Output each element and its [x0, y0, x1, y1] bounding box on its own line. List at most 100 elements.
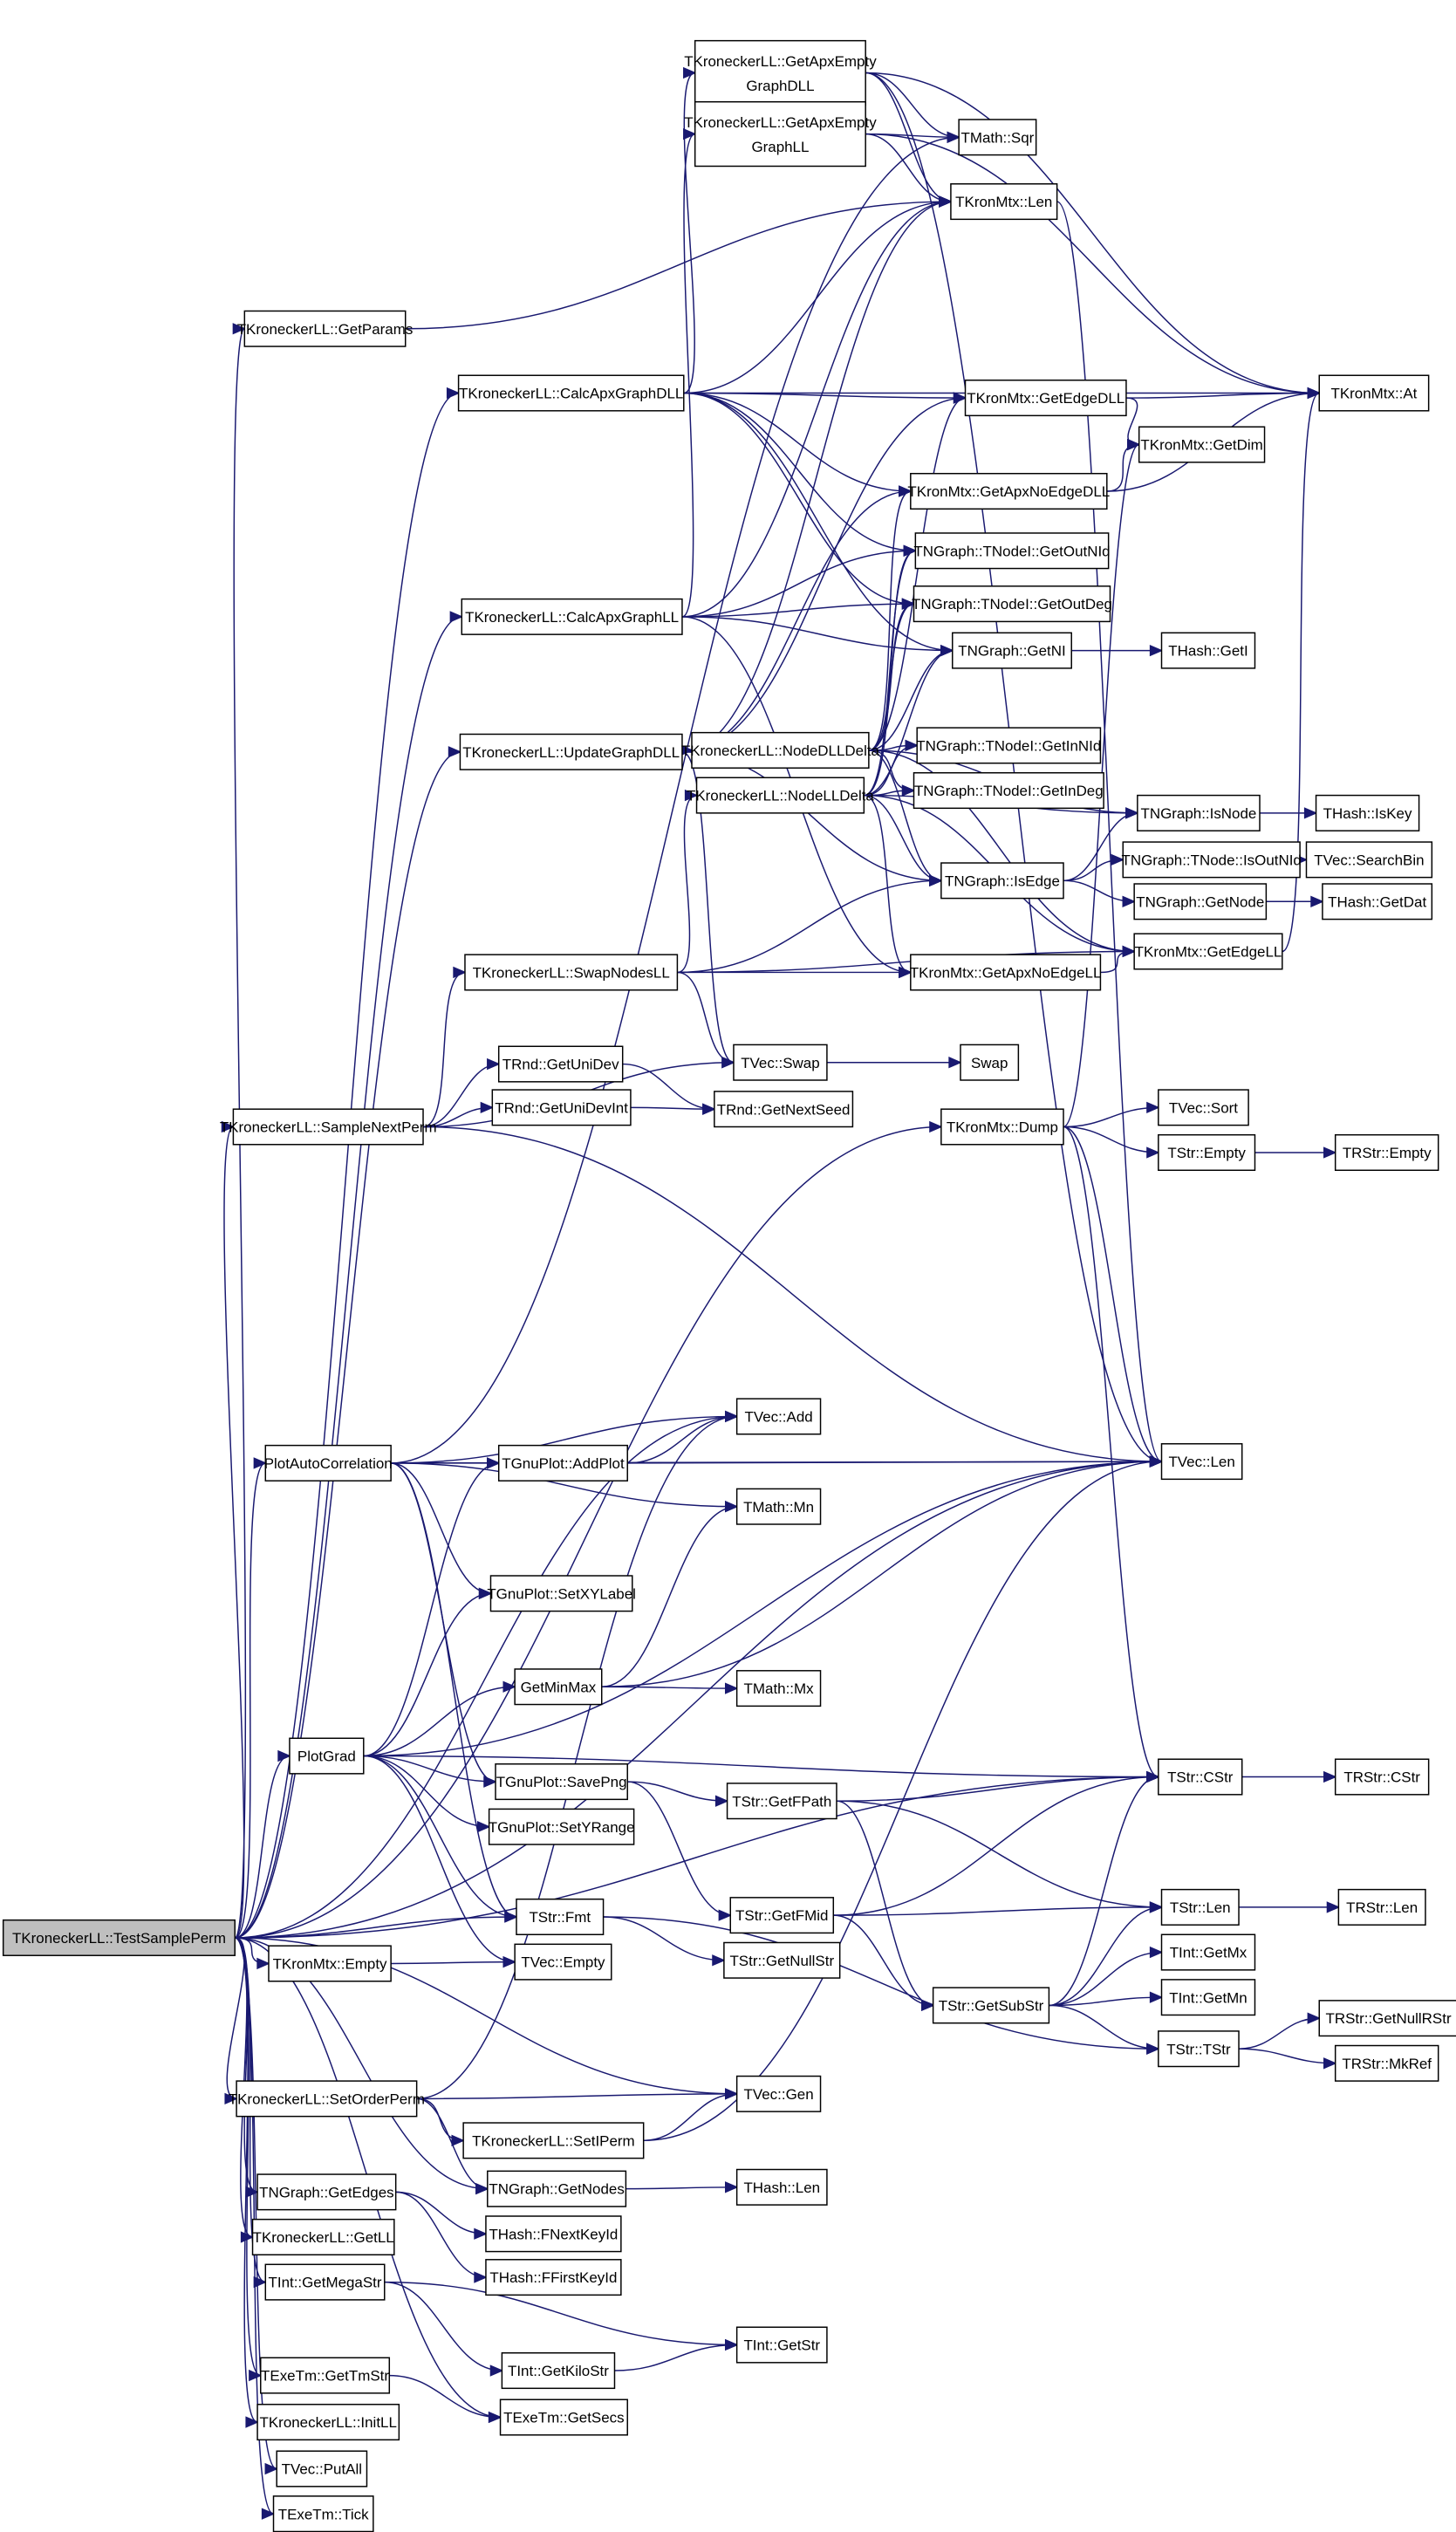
node-label: TNGraph::TNodeI::GetOutNId: [913, 543, 1110, 559]
edge-isedge-to-getnode: [1063, 879, 1137, 907]
node-megastr[interactable]: TInt::GetMegaStr: [264, 2263, 386, 2301]
node-nodell[interactable]: TKroneckerLL::NodeLLDelta: [687, 777, 874, 814]
node-kmlen[interactable]: TKronMtx::Len: [950, 183, 1058, 221]
node-innid[interactable]: TNGraph::TNodeI::GetInNId: [916, 727, 1101, 764]
node-getparams[interactable]: TKroneckerLL::GetParams: [237, 310, 414, 347]
node-getdat[interactable]: THash::GetDat: [1322, 883, 1433, 920]
node-unidevint[interactable]: TRnd::GetUniDevInt: [491, 1089, 632, 1126]
node-rcstr[interactable]: TRStr::CStr: [1334, 1758, 1430, 1796]
node-tick[interactable]: TExeTm::Tick: [272, 2495, 374, 2532]
node-vecswap[interactable]: TVec::Swap: [733, 1044, 828, 1081]
node-calcdll[interactable]: TKroneckerLL::CalcApxGraphDLL: [457, 374, 685, 412]
node-isnode[interactable]: TNGraph::IsNode: [1137, 794, 1261, 831]
node-mn[interactable]: TMath::Mn: [735, 1488, 822, 1525]
node-uniddev[interactable]: TRnd::GetUniDev: [497, 1045, 624, 1083]
node-initll[interactable]: TKroneckerLL::InitLL: [256, 2404, 400, 2441]
node-putall[interactable]: TVec::PutAll: [276, 2450, 368, 2488]
node-tmstr[interactable]: TExeTm::GetTmStr: [260, 2357, 391, 2394]
node-getnode[interactable]: TNGraph::GetNode: [1133, 883, 1268, 920]
node-fmid[interactable]: TStr::GetFMid: [729, 1897, 835, 1934]
node-box: [729, 1897, 835, 1934]
node-label: TRStr::CStr: [1343, 1769, 1420, 1786]
node-label: TKronMtx::GetApxNoEdgeDLL: [907, 483, 1110, 500]
node-box: [691, 731, 870, 769]
node-plotac[interactable]: PlotAutoCorrelation: [264, 1444, 393, 1482]
node-edgell[interactable]: TKronMtx::GetEdgeLL: [1133, 933, 1283, 970]
node-swapll[interactable]: TKroneckerLL::SwapNodesLL: [464, 954, 679, 991]
edge-fmt-to-tstr: [603, 1916, 1160, 2055]
node-getnodes[interactable]: TNGraph::GetNodes: [487, 2170, 627, 2207]
node-nullrstr[interactable]: TRStr::GetNullRStr: [1318, 2000, 1456, 2037]
node-nullstr[interactable]: TStr::GetNullStr: [723, 1941, 841, 1979]
node-isoutnid[interactable]: TNGraph::TNode::IsOutNId: [1122, 841, 1302, 879]
node-sqr[interactable]: TMath::Sqr: [958, 119, 1037, 156]
node-getll[interactable]: TKroneckerLL::GetLL: [251, 2218, 395, 2255]
node-ffirst[interactable]: THash::FFirstKeyId: [485, 2259, 622, 2296]
node-setorder[interactable]: TKroneckerLL::SetOrderPerm: [229, 2080, 425, 2118]
node-getedges[interactable]: TNGraph::GetEdges: [256, 2173, 397, 2211]
node-at[interactable]: TKronMtx::At: [1318, 374, 1430, 412]
node-getdim[interactable]: TKronMtx::GetDim: [1138, 426, 1266, 463]
node-savepng[interactable]: TGnuPlot::SavePng: [495, 1763, 628, 1801]
node-outnid[interactable]: TNGraph::TNodeI::GetOutNId: [913, 532, 1111, 570]
node-isedge[interactable]: TNGraph::IsEdge: [940, 862, 1064, 900]
node-addplot[interactable]: TGnuPlot::AddPlot: [497, 1444, 628, 1482]
node-label: TVec::Empty: [521, 1954, 605, 1971]
node-noedgedll[interactable]: TKronMtx::GetApxNoEdgeDLL: [907, 472, 1110, 510]
node-geti[interactable]: THash::GetI: [1160, 632, 1256, 669]
node-substr[interactable]: TStr::GetSubStr: [932, 1987, 1050, 2024]
node-box: [236, 2080, 418, 2118]
edge-plotgrad-to-cstr: [363, 1755, 1160, 1783]
node-nodedll[interactable]: TKroneckerLL::NodeDLLDelta: [681, 731, 880, 769]
node-sampleperm[interactable]: TKroneckerLL::SampleNextPerm: [220, 1108, 437, 1146]
node-getstr[interactable]: TInt::GetStr: [735, 2326, 828, 2364]
node-veclen[interactable]: TVec::Len: [1160, 1443, 1243, 1481]
node-fnext[interactable]: THash::FNextKeyId: [485, 2215, 622, 2253]
node-minmax[interactable]: GetMinMax: [514, 1668, 603, 1706]
node-indeg[interactable]: TNGraph::TNodeI::GetInDeg: [913, 772, 1104, 810]
node-tstr[interactable]: TStr::TStr: [1158, 2030, 1240, 2068]
node-kmempty[interactable]: TKronMtx::Empty: [268, 1945, 392, 1982]
node-label: TKroneckerLL::GetLL: [253, 2229, 394, 2246]
node-outdeg[interactable]: TNGraph::TNodeI::GetOutDeg: [912, 585, 1112, 623]
node-hashlen[interactable]: THash::Len: [735, 2168, 828, 2206]
node-iskey[interactable]: THash::IsKey: [1315, 794, 1420, 831]
node-rlen[interactable]: TRStr::Len: [1337, 1888, 1426, 1926]
node-label: TKroneckerLL::CalcApxGraphDLL: [459, 386, 683, 402]
node-plotgrad[interactable]: PlotGrad: [289, 1737, 365, 1775]
node-setxy[interactable]: TGnuPlot::SetXYLabel: [487, 1575, 636, 1612]
node-root[interactable]: TKroneckerLL::TestSamplePerm: [2, 1919, 236, 1956]
node-cstr[interactable]: TStr::CStr: [1158, 1758, 1243, 1796]
node-getmn[interactable]: TInt::GetMn: [1160, 1979, 1256, 2016]
node-rempty[interactable]: TRStr::Empty: [1334, 1133, 1439, 1172]
node-edgedll[interactable]: TKronMtx::GetEdgeDLL: [964, 380, 1127, 417]
node-nextseed[interactable]: TRnd::GetNextSeed: [714, 1091, 854, 1128]
node-getsecs[interactable]: TExeTm::GetSecs: [499, 2399, 628, 2436]
node-upddll[interactable]: TKroneckerLL::UpdateGraphDLL: [459, 733, 683, 770]
node-kilostr[interactable]: TInt::GetKiloStr: [501, 2352, 616, 2390]
node-vecadd[interactable]: TVec::Add: [735, 1398, 822, 1435]
node-setyr[interactable]: TGnuPlot::SetYRange: [489, 1808, 635, 1845]
edge-root-to-setorder: [224, 1937, 245, 2105]
node-getni[interactable]: TNGraph::GetNI: [952, 632, 1072, 669]
node-fpath[interactable]: TStr::GetFPath: [726, 1783, 837, 1820]
node-vecsort[interactable]: TVec::Sort: [1158, 1089, 1249, 1126]
node-vecgen[interactable]: TVec::Gen: [735, 2075, 822, 2112]
node-box: [457, 374, 685, 412]
node-vecempty[interactable]: TVec::Empty: [514, 1943, 612, 1981]
node-label: TStr::Len: [1170, 1899, 1231, 1916]
node-strempty[interactable]: TStr::Empty: [1158, 1133, 1256, 1172]
node-fmt[interactable]: TStr::Fmt: [516, 1898, 605, 1936]
node-getmx[interactable]: TInt::GetMx: [1160, 1933, 1256, 1971]
node-noedgell[interactable]: TKronMtx::GetApxNoEdgeLL: [910, 954, 1102, 991]
node-calcll[interactable]: TKroneckerLL::CalcApxGraphLL: [461, 598, 683, 635]
node-mx[interactable]: TMath::Mx: [735, 1670, 822, 1707]
node-strlen[interactable]: TStr::Len: [1160, 1888, 1240, 1926]
node-swap[interactable]: Swap: [960, 1044, 1020, 1081]
node-mkref[interactable]: TRStr::MkRef: [1334, 2044, 1439, 2082]
node-dump[interactable]: TKronMtx::Dump: [940, 1108, 1064, 1146]
node-searchbin[interactable]: TVec::SearchBin: [1305, 841, 1433, 879]
node-setiperm[interactable]: TKroneckerLL::SetIPerm: [462, 2122, 645, 2159]
